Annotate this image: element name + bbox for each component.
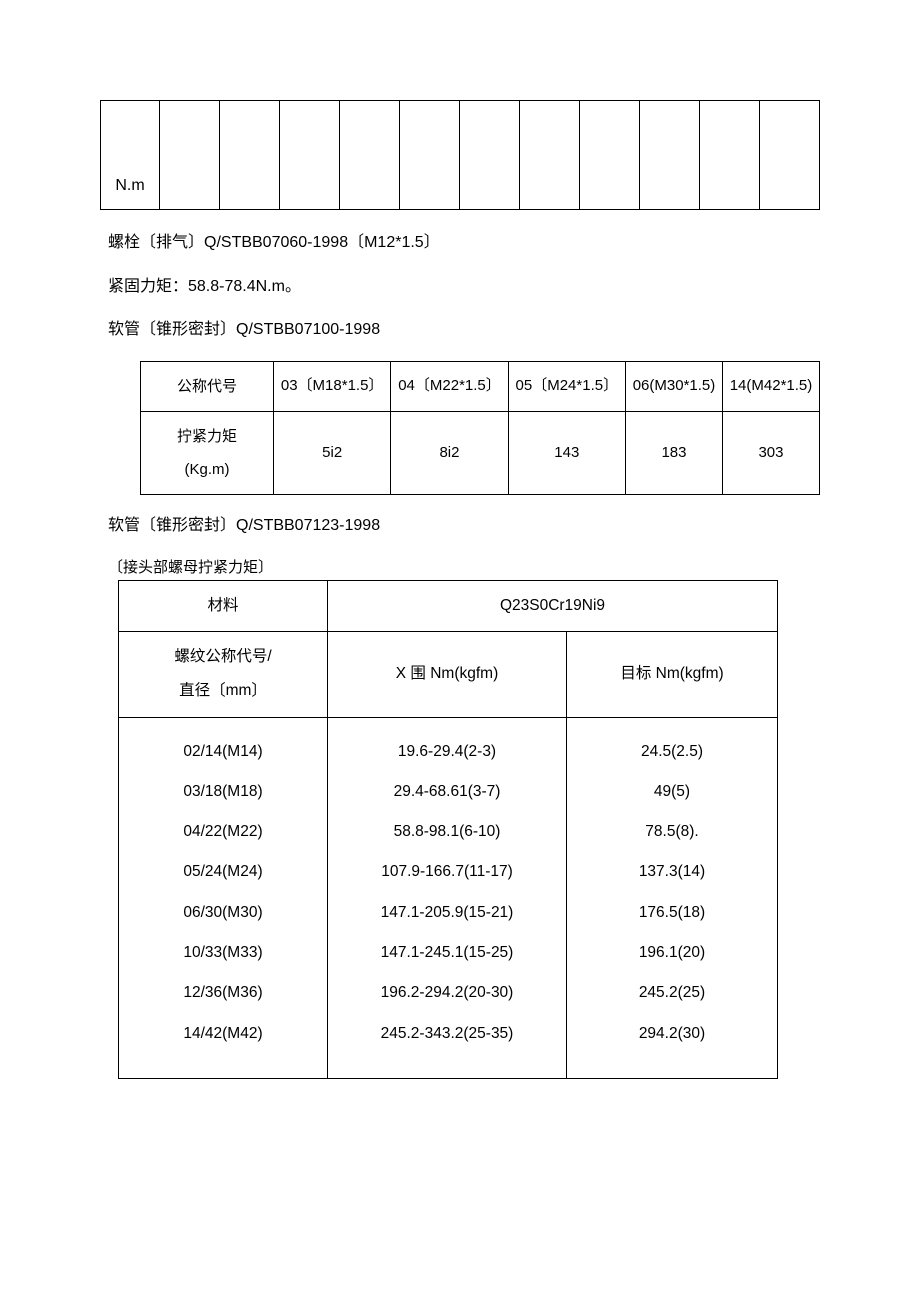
target-value: 137.3(14) bbox=[571, 852, 773, 892]
thread-code-value: 12/36(M36) bbox=[123, 973, 323, 1013]
top-table-empty-cell bbox=[400, 101, 460, 210]
thread-code-value: 10/33(M33) bbox=[123, 933, 323, 973]
range-value: 29.4-68.61(3-7) bbox=[332, 772, 562, 812]
range-value: 107.9-166.7(11-17) bbox=[332, 852, 562, 892]
range-value: 147.1-205.9(15-21) bbox=[332, 893, 562, 933]
range-value: 196.2-294.2(20-30) bbox=[332, 973, 562, 1013]
top-table-empty-cell bbox=[520, 101, 580, 210]
target-value: 294.2(30) bbox=[571, 1014, 773, 1054]
label-line: 拧紧力矩 bbox=[147, 420, 267, 453]
target-header: 目标 Nm(kgfm) bbox=[567, 632, 778, 717]
target-value: 176.5(18) bbox=[571, 893, 773, 933]
range-value: 19.6-29.4(2-3) bbox=[332, 732, 562, 772]
paragraph-bolt-exhaust: 螺栓〔排气〕Q/STBB07060-1998〔M12*1.5〕 bbox=[108, 230, 820, 256]
target-value: 196.1(20) bbox=[571, 933, 773, 973]
top-table-empty-cell bbox=[280, 101, 340, 210]
paragraph-tightening-torque: 紧固力矩：58.8-78.4N.m。 bbox=[108, 274, 820, 300]
thread-code-value: 04/22(M22) bbox=[123, 812, 323, 852]
target-value: 24.5(2.5) bbox=[571, 732, 773, 772]
thread-code-value: 06/30(M30) bbox=[123, 893, 323, 933]
nominal-code-cell: 14(M42*1.5) bbox=[722, 361, 819, 411]
label-line: (Kg.m) bbox=[147, 453, 267, 486]
nominal-code-cell: 03〔M18*1.5〕 bbox=[274, 361, 391, 411]
header-line: 直径〔mm〕 bbox=[123, 674, 323, 708]
thread-code-value: 14/42(M42) bbox=[123, 1014, 323, 1054]
nominal-code-cell: 05〔M24*1.5〕 bbox=[508, 361, 625, 411]
top-table-empty-cell bbox=[580, 101, 640, 210]
target-column: 24.5(2.5)49(5)78.5(8).137.3(14)176.5(18)… bbox=[567, 717, 778, 1078]
thread-code-value: 03/18(M18) bbox=[123, 772, 323, 812]
nominal-code-table: 公称代号 03〔M18*1.5〕 04〔M22*1.5〕 05〔M24*1.5〕… bbox=[140, 361, 820, 495]
top-table-empty-cell bbox=[760, 101, 820, 210]
top-table-empty-cell bbox=[640, 101, 700, 210]
top-table-empty-cell bbox=[460, 101, 520, 210]
torque-value-cell: 183 bbox=[625, 411, 722, 494]
header-line: 螺纹公称代号/ bbox=[123, 640, 323, 674]
target-value: 78.5(8). bbox=[571, 812, 773, 852]
range-value: 245.2-343.2(25-35) bbox=[332, 1014, 562, 1054]
joint-nut-torque-caption: 〔接头部螺母拧紧力矩〕 bbox=[108, 556, 820, 580]
target-value: 245.2(25) bbox=[571, 973, 773, 1013]
range-header: X 围 Nm(kgfm) bbox=[328, 632, 567, 717]
thread-code-header: 螺纹公称代号/ 直径〔mm〕 bbox=[119, 632, 328, 717]
thread-code-value: 02/14(M14) bbox=[123, 732, 323, 772]
nominal-code-cell: 04〔M22*1.5〕 bbox=[391, 361, 508, 411]
material-value: Q23S0Cr19Ni9 bbox=[328, 581, 778, 632]
nominal-code-label: 公称代号 bbox=[141, 361, 274, 411]
torque-value-cell: 143 bbox=[508, 411, 625, 494]
range-column: 19.6-29.4(2-3)29.4-68.61(3-7)58.8-98.1(6… bbox=[328, 717, 567, 1078]
top-table-cell-nm: N.m bbox=[101, 101, 160, 210]
top-table: N.m bbox=[100, 100, 820, 210]
range-value: 147.1-245.1(15-25) bbox=[332, 933, 562, 973]
nominal-code-cell: 06(M30*1.5) bbox=[625, 361, 722, 411]
thread-code-value: 05/24(M24) bbox=[123, 852, 323, 892]
paragraph-hose-seal-07123: 软管〔锥形密封〕Q/STBB07123-1998 bbox=[108, 513, 820, 539]
torque-value-cell: 303 bbox=[722, 411, 819, 494]
material-label: 材料 bbox=[119, 581, 328, 632]
tightening-torque-label: 拧紧力矩 (Kg.m) bbox=[141, 411, 274, 494]
top-table-empty-cell bbox=[160, 101, 220, 210]
top-table-empty-cell bbox=[220, 101, 280, 210]
thread-code-column: 02/14(M14)03/18(M18)04/22(M22)05/24(M24)… bbox=[119, 717, 328, 1078]
top-table-empty-cell bbox=[700, 101, 760, 210]
paragraph-hose-seal-07100: 软管〔锥形密封〕Q/STBB07100-1998 bbox=[108, 317, 820, 343]
joint-nut-torque-table: 材料 Q23S0Cr19Ni9 螺纹公称代号/ 直径〔mm〕 X 围 Nm(kg… bbox=[118, 580, 778, 1079]
torque-value-cell: 8i2 bbox=[391, 411, 508, 494]
target-value: 49(5) bbox=[571, 772, 773, 812]
top-table-empty-cell bbox=[340, 101, 400, 210]
torque-value-cell: 5i2 bbox=[274, 411, 391, 494]
range-value: 58.8-98.1(6-10) bbox=[332, 812, 562, 852]
